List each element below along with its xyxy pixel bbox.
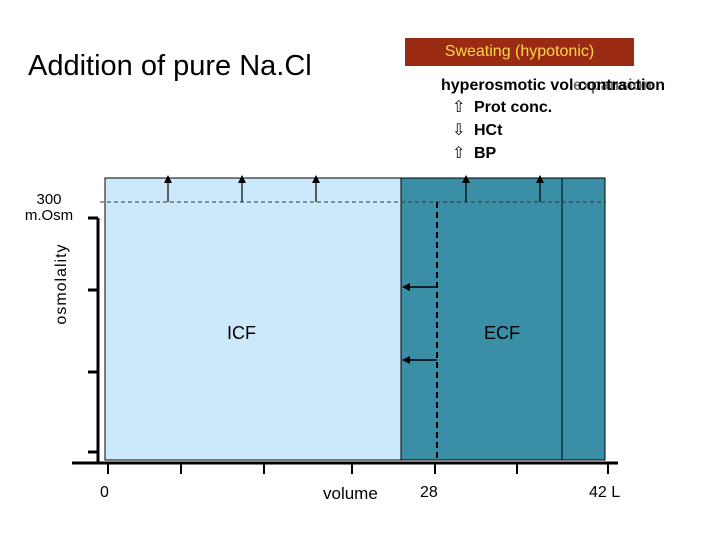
scenario-box: Sweating (hypotonic) <box>405 38 634 66</box>
icf-label: ICF <box>227 323 256 343</box>
effect-heading: hyperosmotic vol contraction <box>441 77 665 95</box>
down-arrow-icon: ⇩ <box>452 122 466 139</box>
x-tick-label-0: 0 <box>100 484 109 501</box>
effect-label-hct: HCt <box>474 122 503 139</box>
ecf-label: ECF <box>484 323 520 343</box>
up-arrow-icon: ⇧ <box>452 99 466 116</box>
effect-row-prot: ⇧ Prot conc. <box>452 97 552 117</box>
effect-heading-text: hyperosmotic vol contraction <box>441 77 666 94</box>
reference-label: 300 m.Osm <box>24 192 74 224</box>
effect-row-bp: ⇧ BP <box>452 143 496 163</box>
x-tick-label-28: 28 <box>420 484 438 501</box>
x-tick-label-42: 42 L <box>589 484 621 501</box>
effect-overlay-text: expansion <box>573 77 653 94</box>
up-arrow-icon: ⇧ <box>452 145 466 162</box>
effect-row-hct: ⇩ HCt <box>452 120 502 140</box>
page-title: Addition of pure Na.Cl <box>28 50 312 82</box>
icf-region <box>104 177 404 461</box>
y-axis-label: osmolality <box>53 243 70 325</box>
effect-label-bp: BP <box>474 145 497 162</box>
reference-label-text: 300 m.Osm <box>24 191 74 224</box>
x-axis-label: volume <box>323 484 378 503</box>
ecf-region <box>400 177 606 461</box>
effect-label-prot: Prot conc. <box>474 99 553 116</box>
